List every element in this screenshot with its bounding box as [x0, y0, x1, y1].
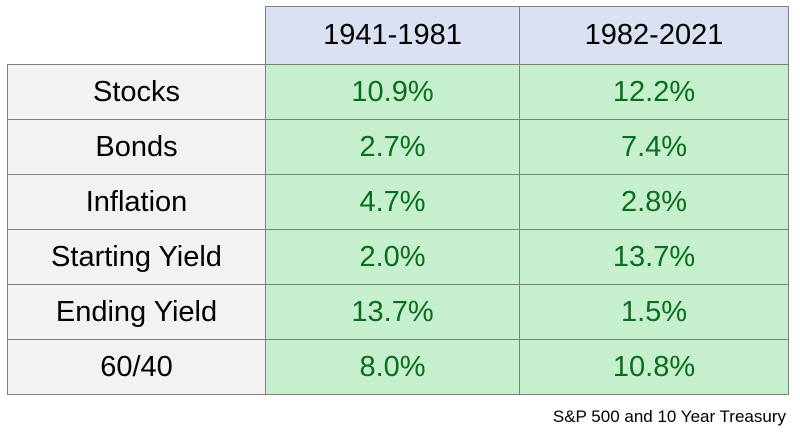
table-row: Ending Yield 13.7% 1.5%: [7, 284, 789, 340]
value-cell: 7.4%: [519, 119, 789, 175]
table-row: Starting Yield 2.0% 13.7%: [7, 229, 789, 285]
corner-cell: [7, 6, 266, 65]
row-label-inflation: Inflation: [7, 174, 266, 230]
value-cell: 2.8%: [519, 174, 789, 230]
value-cell: 10.8%: [519, 339, 789, 395]
value-cell: 8.0%: [265, 339, 520, 395]
period-header-1941-1981: 1941-1981: [265, 6, 520, 65]
value-cell: 1.5%: [519, 284, 789, 340]
value-cell: 4.7%: [265, 174, 520, 230]
row-label-starting-yield: Starting Yield: [7, 229, 266, 285]
header-row: 1941-1981 1982-2021: [7, 6, 789, 65]
value-cell: 10.9%: [265, 64, 520, 120]
table-row: 60/40 8.0% 10.8%: [7, 339, 789, 395]
value-cell: 12.2%: [519, 64, 789, 120]
returns-table: 1941-1981 1982-2021 Stocks 10.9% 12.2% B…: [7, 6, 789, 395]
value-cell: 13.7%: [265, 284, 520, 340]
value-cell: 13.7%: [519, 229, 789, 285]
value-cell: 2.0%: [265, 229, 520, 285]
period-header-1982-2021: 1982-2021: [519, 6, 789, 65]
table-row: Bonds 2.7% 7.4%: [7, 119, 789, 175]
table-row: Inflation 4.7% 2.8%: [7, 174, 789, 230]
row-label-60-40: 60/40: [7, 339, 266, 395]
table-row: Stocks 10.9% 12.2%: [7, 64, 789, 120]
source-note: S&P 500 and 10 Year Treasury: [552, 407, 786, 426]
row-label-bonds: Bonds: [7, 119, 266, 175]
row-label-stocks: Stocks: [7, 64, 266, 120]
value-cell: 2.7%: [265, 119, 520, 175]
row-label-ending-yield: Ending Yield: [7, 284, 266, 340]
